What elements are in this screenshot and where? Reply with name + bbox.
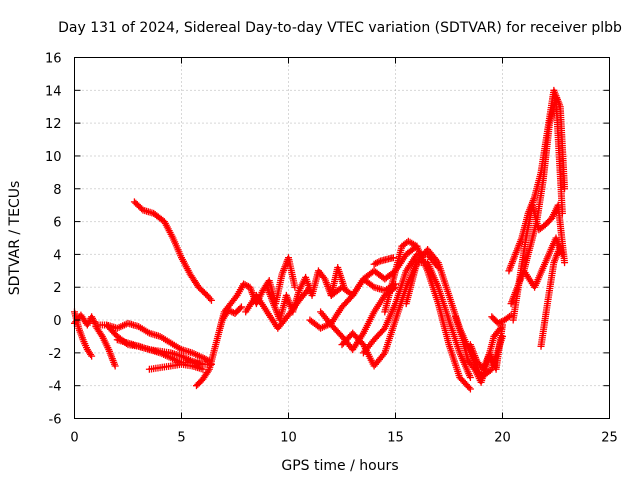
x-tick-label: 5 (177, 431, 185, 446)
data-point (88, 352, 96, 360)
data-point (558, 250, 566, 258)
data-point (466, 373, 474, 381)
axis-ticks: 0 5 10 15 20 25 -6 -4 -2 0 2 4 6 8 10 12 14 16 (45, 52, 618, 446)
x-tick-label: 0 (70, 431, 78, 446)
data-point (243, 282, 251, 290)
data-point (207, 296, 215, 304)
series-arc-24 (507, 95, 566, 308)
y-tick-label: 10 (45, 150, 62, 165)
series-arc-25 (509, 201, 569, 324)
series-arc-8 (192, 303, 245, 390)
series-arc-6 (145, 360, 207, 373)
data-point (370, 260, 378, 268)
data-point (375, 258, 383, 266)
series-arc-3 (92, 323, 119, 370)
data-point (97, 331, 105, 339)
x-tick-label: 25 (601, 431, 618, 446)
y-tick-label: 12 (45, 117, 62, 132)
data-point (373, 259, 381, 267)
y-axis-label: SDTVAR / TECUs (7, 181, 23, 296)
data-point (111, 362, 119, 370)
data-point (199, 365, 207, 373)
data-point (496, 319, 504, 327)
series-arc-17 (381, 237, 474, 393)
data-point (306, 283, 314, 291)
data-point (561, 259, 569, 267)
y-tick-label: 0 (53, 314, 61, 329)
data-point (494, 319, 502, 327)
data-point (433, 257, 441, 265)
y-tick-label: 16 (45, 52, 62, 67)
series-arc-7 (130, 198, 215, 304)
data-point (87, 351, 95, 359)
y-tick-label: 4 (53, 248, 61, 263)
data-point (202, 355, 210, 363)
series-arc-22 (488, 311, 515, 327)
data-point (91, 319, 99, 327)
plot-frame (74, 57, 610, 419)
x-tick-label: 15 (387, 431, 404, 446)
data-point (240, 280, 248, 288)
data-point (232, 293, 240, 301)
y-tick-label: 14 (45, 84, 62, 99)
data-point (291, 283, 299, 291)
data-point (466, 385, 474, 393)
data-point (204, 367, 212, 375)
y-tick-label: -4 (49, 380, 62, 395)
data-marks (71, 86, 569, 393)
x-axis-label: GPS time / hours (281, 458, 398, 474)
data-point (206, 295, 214, 303)
data-point (237, 303, 245, 311)
x-tick-label: 20 (494, 431, 511, 446)
series-arc-5 (113, 336, 207, 368)
series-arc-20 (451, 313, 504, 386)
data-point (199, 354, 207, 362)
y-tick-label: 8 (53, 183, 61, 198)
data-point (379, 351, 387, 359)
series-arc-11 (242, 283, 314, 332)
series-arc-21 (466, 321, 506, 373)
data-point (556, 242, 564, 250)
y-tick-label: 2 (53, 281, 61, 296)
series-arc-19 (370, 254, 397, 268)
data-point (389, 254, 397, 262)
x-tick-label: 10 (280, 431, 297, 446)
data-point (305, 285, 313, 293)
y-tick-label: -2 (49, 347, 62, 362)
data-point (372, 259, 380, 267)
series-arc-10 (263, 264, 348, 324)
chart-title: Day 131 of 2024, Sidereal Day-to-day VTE… (58, 20, 622, 36)
series-arc-27 (537, 242, 564, 350)
data-point (497, 318, 505, 326)
series-arc-9 (216, 254, 299, 332)
data-point (469, 364, 477, 372)
data-point (241, 281, 249, 289)
data-point (236, 304, 244, 312)
data-point (465, 384, 473, 392)
y-tick-label: 6 (53, 216, 61, 231)
y-tick-label: -6 (49, 413, 62, 428)
